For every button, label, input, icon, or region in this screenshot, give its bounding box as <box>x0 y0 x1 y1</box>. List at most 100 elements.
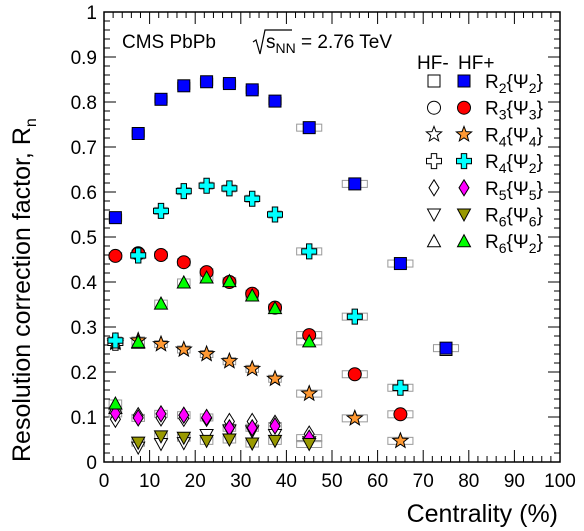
hf-plus-marker <box>155 404 167 423</box>
hf-plus-marker <box>345 408 364 426</box>
y-tick-label: 0.5 <box>71 228 97 249</box>
y-tick-label: 0.3 <box>71 318 97 339</box>
legend-marker-hf-minus <box>426 153 442 170</box>
hf-plus-marker <box>222 433 237 448</box>
x-tick-label: 50 <box>321 471 342 492</box>
svg-text:Resolution correction factor,: Resolution correction factor, Rn <box>8 118 40 462</box>
hf-plus-marker <box>245 83 259 97</box>
legend-marker-hf-plus <box>455 124 473 143</box>
legend-label-part: {Ψ <box>507 206 529 227</box>
hf-plus-marker <box>301 438 317 452</box>
hf-plus-marker <box>267 206 283 223</box>
hf-plus-marker <box>268 94 282 108</box>
hf-plus-marker <box>132 408 144 427</box>
x-tick-labels: 0 10 20 30 40 50 60 70 80 90 100 <box>99 471 576 492</box>
hf-plus-marker <box>153 430 169 444</box>
annotation-radicand-sub: NN <box>276 40 296 56</box>
legend-label-part: {Ψ <box>507 125 529 146</box>
hf-plus-marker <box>176 255 191 270</box>
legend-label-part: } <box>537 125 543 146</box>
x-tick-label: 80 <box>458 471 479 492</box>
legend-header-hf-plus: HF+ <box>458 53 494 74</box>
hf-plus-marker <box>392 379 409 396</box>
legend-label-part: 4 <box>499 133 507 149</box>
x-tick-label: 10 <box>139 471 160 492</box>
legend-label-part: } <box>537 232 543 253</box>
x-tick-label: 90 <box>504 471 525 492</box>
y-tick-label: 0.8 <box>71 93 97 114</box>
legend-label-part: 6 <box>499 240 507 256</box>
legend-label: R2{Ψ2} <box>485 72 543 96</box>
legend-label-part: 2 <box>529 240 537 256</box>
hf-plus-marker <box>267 434 283 449</box>
hf-plus-marker <box>198 177 215 194</box>
legend-label-part: 2 <box>529 160 537 176</box>
legend-marker-hf-plus <box>456 233 472 248</box>
y-axis-title-group: Resolution correction factor, Rn <box>8 118 40 462</box>
hf-plus-marker <box>244 287 260 302</box>
hf-plus-marker <box>131 127 145 140</box>
hf-plus-marker <box>107 332 124 349</box>
hf-plus-marker <box>153 296 169 310</box>
hf-plus-marker <box>302 121 316 135</box>
hf-plus-marker <box>244 437 260 452</box>
data-markers <box>106 75 453 456</box>
legend-label-part: 2 <box>499 80 507 96</box>
legend-label-part: 4 <box>499 160 507 176</box>
y-tick-label: 0 <box>86 453 97 474</box>
hf-plus-marker <box>130 436 146 451</box>
hf-plus-marker <box>347 367 362 382</box>
experiment-annotation: CMS PbPb sNN = 2.76 TeV <box>122 29 393 56</box>
sqrt-symbol <box>252 29 292 55</box>
x-tick-label: 60 <box>367 471 388 492</box>
hf-plus-marker <box>153 202 169 219</box>
hf-plus-marker <box>244 190 261 207</box>
legend-label: R4{Ψ2} <box>485 152 543 176</box>
hf-plus-marker <box>246 418 258 437</box>
hf-plus-marker <box>201 408 213 427</box>
x-tick-label: 70 <box>413 471 434 492</box>
legend-label-part: R <box>485 179 499 200</box>
legend-label-part: 2 <box>529 80 537 96</box>
hf-plus-marker <box>348 177 362 191</box>
hf-plus-marker <box>221 180 238 197</box>
legend-label: R6{Ψ6} <box>485 206 543 230</box>
y-tick-label: 0.1 <box>71 408 97 429</box>
annotation-radicand: s <box>266 32 276 53</box>
legend-label-part: 3 <box>499 107 507 123</box>
hf-plus-marker <box>199 434 214 449</box>
legend-label-part: 5 <box>529 187 537 203</box>
legend-marker-hf-plus <box>458 178 470 197</box>
x-tick-label: 30 <box>230 471 251 492</box>
legend-marker-hf-minus <box>427 100 441 115</box>
legend-marker-hf-plus <box>457 74 471 88</box>
hf-plus-marker <box>266 369 284 387</box>
x-tick-label: 40 <box>276 471 297 492</box>
hf-plus-marker <box>197 344 216 362</box>
legend-label-part: R <box>485 232 499 253</box>
legend-marker-hf-plus <box>457 100 471 115</box>
hf-plus-marker <box>222 273 237 288</box>
y-tick-labels: 0 0.1 0.2 0.3 0.4 0.5 0.6 0.7 0.8 0.9 1 <box>71 3 98 474</box>
legend-label-part: {Ψ <box>507 152 529 173</box>
legend-label-part: 4 <box>529 133 537 149</box>
legend-label: R5{Ψ5} <box>485 179 543 203</box>
legend-label-part: {Ψ <box>507 179 529 200</box>
legend-label: R4{Ψ4} <box>485 125 543 149</box>
legend-label-part: 6 <box>499 214 507 230</box>
hf-plus-marker <box>346 308 363 325</box>
legend-label-part: R <box>485 206 499 227</box>
legend-label: R3{Ψ3} <box>485 99 543 123</box>
y-tick-label: 0.2 <box>71 363 97 384</box>
legend-marker-hf-plus <box>456 208 472 223</box>
hf-plus-marker <box>152 334 170 352</box>
annotation-suffix: = 2.76 TeV <box>296 32 393 53</box>
hf-plus-marker <box>267 300 283 315</box>
hf-plus-marker <box>108 211 122 225</box>
hf-plus-marker <box>300 384 319 402</box>
hf-plus-marker <box>130 247 147 264</box>
legend-label-part: } <box>537 152 543 173</box>
hf-plus-marker <box>220 351 239 369</box>
legend-label-part: R <box>485 72 499 93</box>
